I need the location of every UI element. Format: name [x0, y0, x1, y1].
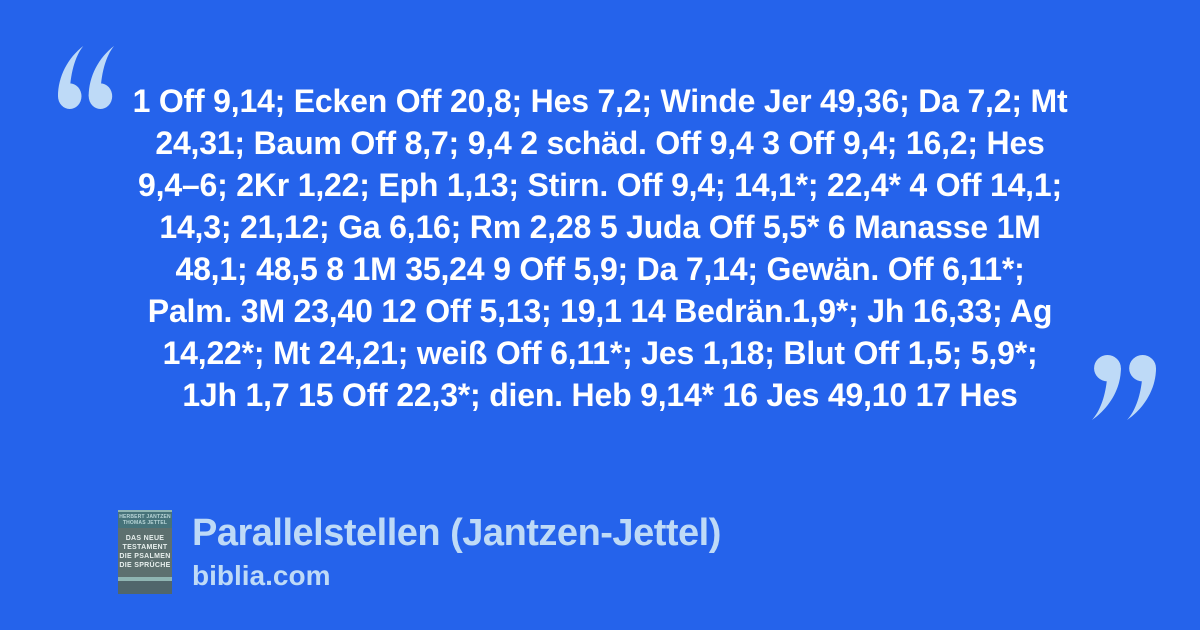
cover-stripe	[118, 577, 172, 581]
close-quote-icon	[1092, 355, 1156, 420]
brand-text: Parallelstellen (Jantzen-Jettel) biblia.…	[192, 512, 721, 593]
branding-footer: HERBERT JANTZEN THOMAS JETTEL DAS NEUE T…	[118, 510, 721, 594]
resource-title: Parallelstellen (Jantzen-Jettel)	[192, 511, 721, 554]
cover-footer	[118, 581, 172, 594]
open-quote-icon	[58, 46, 114, 110]
cover-title: DAS NEUE TESTAMENT DIE PSALMEN DIE SPRÜC…	[119, 535, 171, 569]
book-cover-thumbnail: HERBERT JANTZEN THOMAS JETTEL DAS NEUE T…	[118, 510, 172, 594]
quote-text: 1 Off 9,14; Ecken Off 20,8; Hes 7,2; Win…	[132, 83, 1068, 413]
cover-top-edge	[118, 510, 172, 512]
site-domain: biblia.com	[192, 560, 331, 592]
cover-authors: HERBERT JANTZEN THOMAS JETTEL	[118, 512, 172, 528]
